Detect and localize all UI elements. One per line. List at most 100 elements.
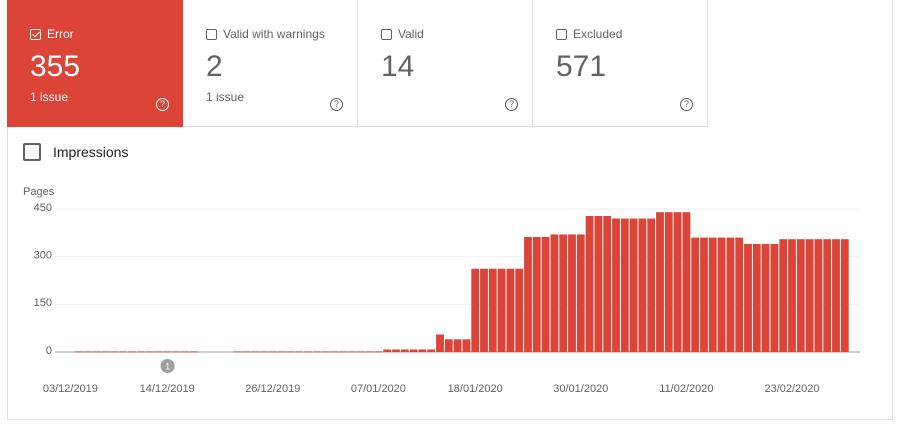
bar	[356, 351, 365, 353]
x-tick-label: 11/02/2020	[659, 383, 713, 395]
bar	[110, 351, 119, 353]
bar	[268, 351, 277, 353]
card-title: Excluded	[573, 27, 623, 41]
y-axis-label: Pages	[23, 186, 55, 198]
bar	[647, 218, 656, 352]
status-card[interactable]: Error 355 1 issue?	[7, 0, 183, 127]
bar	[524, 236, 532, 352]
bar	[453, 339, 462, 352]
y-tick-label: 450	[34, 202, 52, 214]
bar	[339, 351, 348, 353]
checkbox[interactable]	[23, 143, 41, 161]
bar	[189, 351, 198, 353]
bar	[691, 237, 700, 352]
bar	[488, 268, 497, 352]
bar	[242, 351, 251, 353]
bar	[374, 351, 383, 353]
bar	[427, 349, 436, 352]
bar	[251, 351, 260, 353]
bar	[365, 351, 374, 353]
bar	[805, 239, 814, 352]
card-title: Valid	[398, 27, 424, 41]
bar	[330, 351, 339, 353]
bar	[444, 339, 453, 352]
bar	[673, 212, 682, 352]
bar	[779, 239, 788, 352]
checkbox	[206, 28, 217, 40]
bar	[348, 351, 356, 353]
bar	[92, 351, 101, 353]
bar	[75, 351, 84, 353]
bar	[735, 237, 744, 352]
bar	[436, 334, 444, 352]
card-label: Excluded	[556, 27, 622, 41]
y-tick-label: 150	[34, 297, 52, 309]
bar	[462, 339, 471, 352]
bar	[480, 268, 488, 352]
bar	[559, 234, 568, 352]
card-value: 2	[206, 50, 223, 83]
bar	[664, 212, 673, 352]
bar	[629, 218, 638, 352]
help-icon: ?	[505, 98, 518, 111]
panel	[7, 0, 893, 420]
bar	[656, 212, 664, 352]
status-card[interactable]: Valid 14?	[358, 0, 533, 127]
card-value: 571	[556, 50, 607, 83]
x-tick-label: 30/01/2020	[553, 383, 608, 395]
bar	[506, 268, 515, 352]
bar	[172, 351, 180, 353]
bar	[392, 349, 400, 352]
bar	[744, 243, 752, 352]
impressions-toggle[interactable]: Impressions	[23, 143, 128, 161]
y-tick-label: 0	[46, 345, 52, 357]
x-tick-label: 03/12/2019	[43, 383, 98, 395]
checkbox	[556, 28, 567, 40]
bar	[233, 351, 242, 353]
status-card[interactable]: Valid with warnings 2 1 issue?	[183, 0, 358, 127]
bar	[286, 351, 295, 353]
card-label: Valid	[381, 27, 424, 41]
bar	[796, 239, 805, 352]
bar	[832, 239, 840, 352]
status-card[interactable]: Excluded 571?	[533, 0, 708, 127]
help-icon: ?	[680, 98, 693, 111]
annotation-marker[interactable]	[160, 359, 175, 373]
bar	[700, 237, 708, 352]
bar	[603, 215, 612, 352]
bar	[312, 351, 321, 353]
bar	[726, 237, 735, 352]
bar	[383, 349, 392, 352]
bar	[136, 351, 145, 353]
bar	[568, 234, 576, 352]
bar	[163, 351, 172, 353]
x-tick-label: 26/12/2019	[245, 383, 300, 395]
bar	[840, 239, 849, 352]
card-value: 14	[381, 50, 415, 83]
card-title: Valid with warnings	[223, 27, 325, 41]
bar	[814, 239, 823, 352]
bar	[594, 215, 603, 352]
bar	[761, 243, 770, 352]
bar	[620, 218, 629, 352]
bar	[321, 351, 330, 353]
bar	[304, 351, 312, 353]
help-icon: ?	[330, 98, 343, 111]
bar	[612, 218, 620, 352]
bar	[497, 268, 506, 352]
card-title: Error	[47, 27, 74, 41]
annotation-label: 1	[165, 361, 170, 371]
bar	[550, 234, 559, 352]
bar	[128, 351, 136, 353]
bar	[541, 236, 550, 352]
x-tick-label: 23/02/2020	[764, 383, 819, 395]
bar	[409, 349, 418, 352]
bar	[717, 237, 726, 352]
bar	[515, 268, 524, 352]
checkbox	[30, 28, 41, 40]
help-icon: ?	[156, 98, 169, 111]
bar	[277, 351, 286, 353]
bar	[708, 237, 717, 352]
bar	[101, 351, 110, 353]
